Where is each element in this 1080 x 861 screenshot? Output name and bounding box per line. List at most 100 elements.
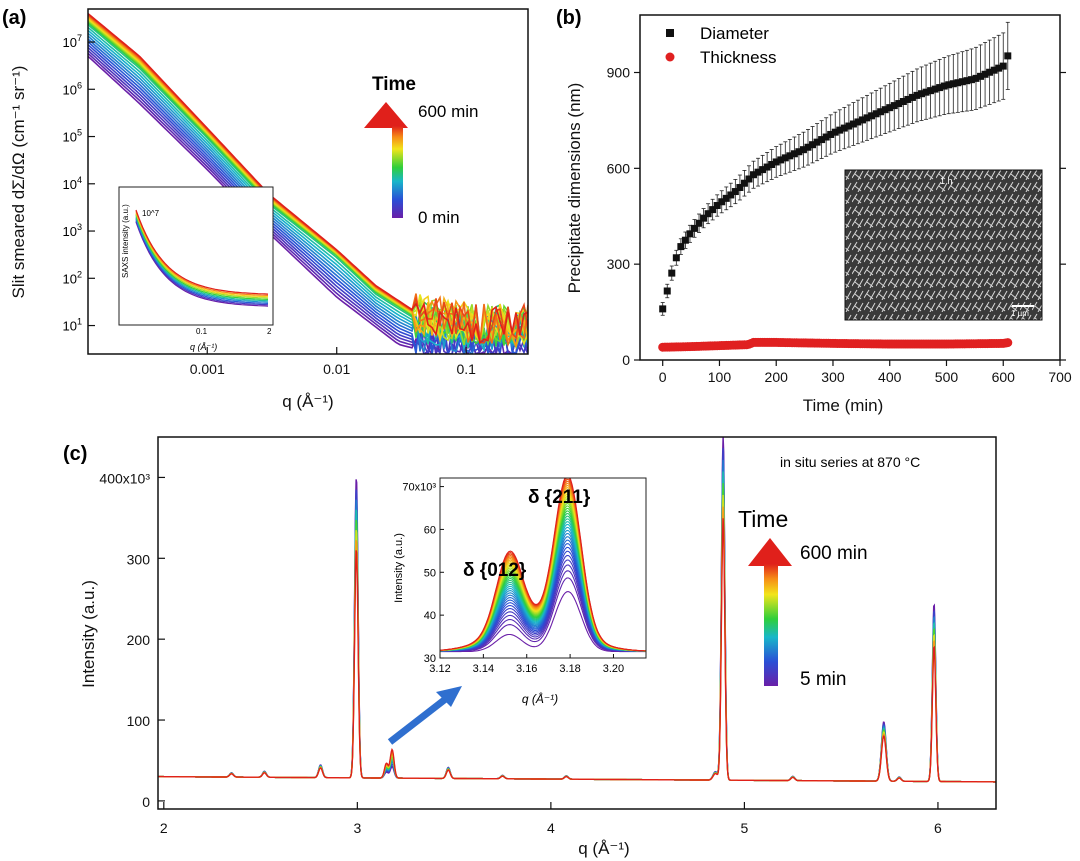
panel-a-colorbar-bottom: 0 min [418, 208, 460, 227]
panel-c-letter: (c) [63, 443, 87, 465]
panel-b-letter: (b) [556, 7, 582, 29]
panel-b-xtick: 100 [708, 369, 732, 385]
panel-c-inset-peak-211: δ {211} [528, 487, 591, 508]
panel-b-diameter-point [872, 110, 880, 118]
panel-b-diameter-point [908, 93, 916, 101]
panel-a-inset-line [135, 220, 269, 306]
panel-c-inset-line [440, 591, 646, 653]
panel-a-inset-line [135, 219, 269, 304]
panel-a-frame [87, 8, 529, 355]
panel-b-xtick: 400 [878, 369, 902, 385]
panel-a-inset-line [135, 221, 269, 307]
panel-b-diameter-point [954, 79, 962, 87]
panel-b-diameter-point [995, 64, 1003, 72]
panel-c-inset-xtick: 3.20 [603, 663, 624, 675]
panel-b-diameter-point [958, 78, 966, 86]
panel-a-series-line [88, 49, 528, 354]
panel-b-diameter-point [931, 85, 939, 93]
panel-b-diameter-point [686, 230, 694, 238]
panel-b-diameter-point [858, 116, 866, 124]
panel-b-diameter-point [886, 104, 894, 112]
panel-b-diameter-point [799, 146, 807, 154]
panel-b-diameter-point [918, 90, 926, 98]
panel-a-inset-line [135, 217, 269, 303]
panel-c-frame [157, 436, 997, 810]
panel-b-diameter-point [854, 118, 862, 126]
panel-b-diameter-point [659, 305, 667, 313]
panel-b-diameter-point [704, 210, 712, 218]
panel-b-diameter-point [963, 77, 971, 85]
panel-a-colorbar-title: Time [372, 74, 416, 95]
panel-c-inset-ytick: 70x10³ [402, 482, 436, 494]
panel-b-diameter-point [1004, 52, 1012, 60]
panel-b-diameter-point [709, 206, 717, 214]
panel-a-ytick: 107 [62, 33, 82, 50]
panel-b-diameter-point [777, 156, 785, 164]
panel-b-sem-inset: 1 h 1 µm [844, 169, 1043, 321]
panel-b-diameter-point [881, 106, 889, 114]
panel-a-inset-line [135, 209, 269, 295]
panel-b-diameter-point [818, 136, 826, 144]
panel-b-xtick: 600 [992, 369, 1016, 385]
panel-a-ytick: 105 [62, 128, 82, 145]
panel-b-diameter-point [863, 114, 871, 122]
panel-b-diameter-point [668, 269, 676, 277]
panel-c-inset-xtick: 3.16 [516, 663, 537, 675]
panel-c-ytick: 200 [127, 632, 151, 648]
panel-c-arrow-head [436, 686, 462, 707]
panel-c-inset-ytick: 50 [424, 567, 436, 579]
panel-b-xtick: 0 [659, 369, 667, 385]
panel-b-diameter-point [754, 168, 762, 176]
panel-a-inset: SAXS intensity (a.u.) 10^7 0.1 2 q (Å⁻¹) [118, 186, 274, 352]
panel-b-legend-thickness: Thickness [700, 48, 777, 67]
panel-b-diameter-point [804, 143, 812, 151]
panel-c-ytick: 300 [127, 551, 151, 567]
panel-b-diameter-point [831, 128, 839, 136]
panel-a-ylabel: Slit smeared dΣ/dΩ (cm⁻¹ sr⁻¹) [9, 66, 28, 299]
panel-a-inset-line [135, 211, 269, 296]
panel-b-diameter-point [813, 138, 821, 146]
panel-c-xtick: 5 [741, 820, 749, 836]
panel-b-diameter-point [768, 161, 776, 168]
panel-b-diameter-point [967, 76, 975, 84]
panel-a-letter: (a) [2, 7, 26, 29]
panel-b-diameter-point [672, 254, 680, 262]
panel-b-diameter-point [840, 124, 848, 132]
panel-b-diameter-point [790, 150, 798, 158]
panel-c-inset-peak-012: δ {012} [463, 560, 527, 581]
panel-b-diameter-point [977, 72, 985, 80]
panel-a-ytick: 104 [62, 175, 82, 192]
panel-c-ytick: 400x10³ [99, 470, 150, 486]
panel-b-diameter-point [700, 214, 708, 222]
panel-a-inset-xtick-2: 2 [267, 327, 272, 336]
panel-c-inset-ytick: 40 [424, 610, 436, 622]
panel-b-diameter-point [899, 98, 907, 106]
panel-b-diameter-point [890, 102, 898, 110]
panel-b-legend-diameter: Diameter [700, 24, 769, 43]
panel-a-xtick: 0.001 [190, 361, 225, 377]
panel-c-inset-ytick: 30 [424, 653, 436, 665]
panel-b-ytick: 600 [607, 160, 631, 176]
panel-a-ytick: 102 [62, 269, 82, 286]
panel-c-xlabel: q (Å⁻¹) [578, 839, 629, 858]
panel-c-ytick: 0 [142, 794, 150, 810]
panel-b-legend: Diameter Thickness [665, 24, 777, 67]
panel-b-diameter-point [922, 88, 930, 96]
panel-b-sem-time: 1 h [940, 176, 953, 186]
panel-b-diameter-point [895, 100, 903, 108]
panel-a-ytick: 103 [62, 222, 82, 239]
panel-b-diameter-point [945, 81, 953, 89]
panel-b-diameter-point [927, 87, 935, 95]
panel-a-ytick: 106 [62, 80, 82, 97]
panel-b-diameter-point [681, 236, 689, 244]
panel-b-diameter-point [949, 80, 957, 88]
panel-b-ytick: 900 [607, 65, 631, 81]
panel-b-sem-scale: 1 µm [1011, 309, 1029, 318]
panel-b-diameter-point [722, 194, 730, 202]
panel-b-diameter-point [736, 184, 744, 191]
panel-b-diameter-point [781, 154, 789, 162]
panel-c-curves [158, 437, 996, 783]
panel-b-diameter-point [772, 158, 780, 166]
